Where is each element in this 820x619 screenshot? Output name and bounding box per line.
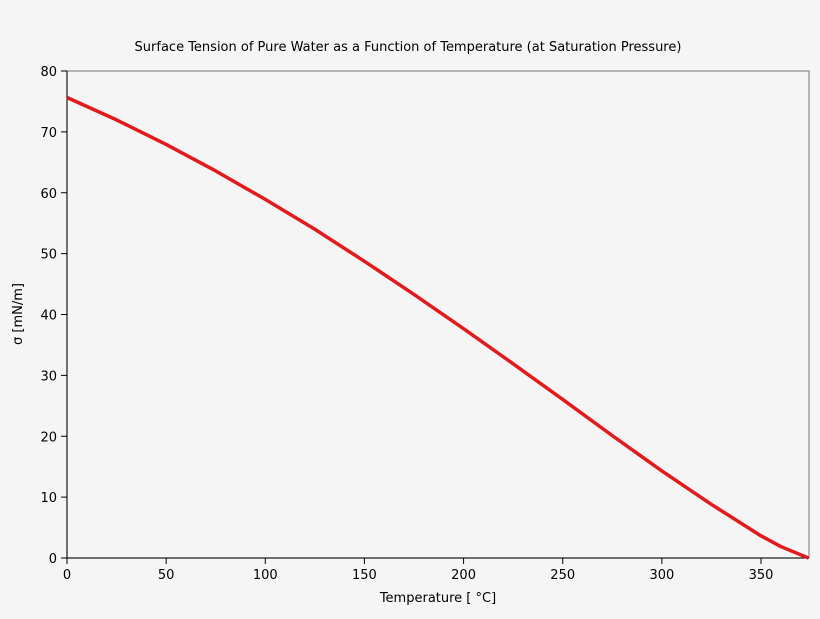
y-tick-label: 40 (40, 309, 57, 324)
x-tick-label: 350 (749, 568, 774, 583)
y-tick-label: 80 (40, 65, 57, 80)
y-tick-label: 60 (40, 187, 57, 202)
x-tick-label: 250 (550, 568, 575, 583)
y-tick-label: 0 (49, 552, 57, 567)
x-tick-label: 300 (649, 568, 674, 583)
x-tick-label: 150 (352, 568, 377, 583)
y-tick-label: 70 (40, 126, 57, 141)
y-tick-label: 10 (40, 491, 57, 506)
chart-title: Surface Tension of Pure Water as a Funct… (135, 40, 682, 55)
x-tick-label: 100 (253, 568, 278, 583)
x-tick-label: 50 (158, 568, 175, 583)
x-tick-label: 0 (63, 568, 71, 583)
y-tick-label: 30 (40, 369, 57, 384)
x-axis-label: Temperature [ °C] (379, 591, 496, 606)
y-axis-label: σ [mN/m] (11, 283, 26, 345)
data-line (66, 95, 810, 560)
y-tick-label: 50 (40, 248, 57, 263)
x-tick-label: 200 (451, 568, 476, 583)
y-tick-label: 20 (40, 430, 57, 445)
